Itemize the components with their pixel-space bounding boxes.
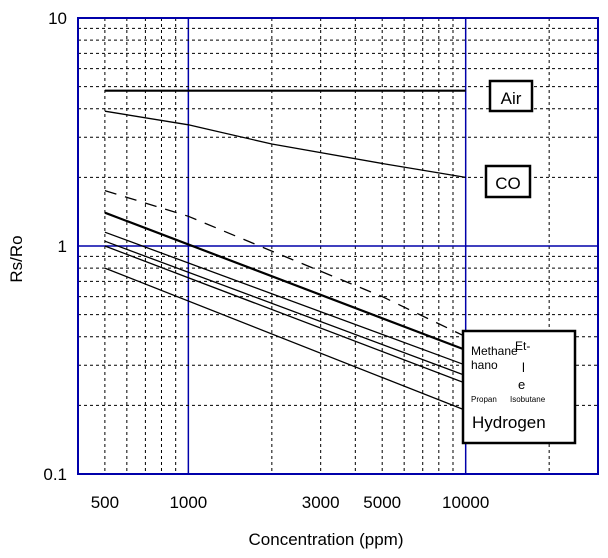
methane-label: Methane xyxy=(471,344,518,358)
ethanol-label-part-4: e xyxy=(518,377,525,392)
y-tick-label: 1 xyxy=(58,237,67,256)
isobutane-label: Isobutane xyxy=(510,395,546,404)
y-tick-label: 0.1 xyxy=(43,465,67,484)
plot-frame xyxy=(77,17,599,475)
co-label-box: CO xyxy=(484,164,532,199)
co-label: CO xyxy=(495,174,521,193)
gas-legend-box: Methane Et- hano l e Propan Isobutane Hy… xyxy=(461,329,577,445)
series-line xyxy=(104,240,466,377)
x-tick-label: 10000 xyxy=(442,493,489,512)
series-line xyxy=(104,245,466,384)
air-label-box: Air xyxy=(488,79,534,113)
series-line xyxy=(104,189,466,338)
propane-label: Propan xyxy=(471,395,497,404)
ethanol-label-part-2: hano xyxy=(471,358,498,372)
ethanol-label-part-3: l xyxy=(522,360,525,375)
ethanol-label-part-1: Et- xyxy=(515,339,530,353)
x-tick-label: 3000 xyxy=(302,493,340,512)
air-label: Air xyxy=(501,89,522,108)
x-tick-label: 5000 xyxy=(363,493,401,512)
tick-labels: 500 1000 3000 5000 10000 10 1 0.1 xyxy=(43,9,489,512)
y-tick-label: 10 xyxy=(48,9,67,28)
plot-border xyxy=(77,17,599,475)
x-tick-label: 1000 xyxy=(169,493,207,512)
y-axis-title: Rs/Ro xyxy=(7,235,26,282)
series-line-co xyxy=(104,110,466,179)
x-axis-title: Concentration (ppm) xyxy=(249,530,404,549)
series-line xyxy=(104,211,467,352)
series-line xyxy=(104,231,466,366)
series-line xyxy=(104,267,466,412)
hydrogen-label: Hydrogen xyxy=(472,413,546,432)
series-lines xyxy=(104,89,467,412)
x-tick-label: 500 xyxy=(91,493,119,512)
